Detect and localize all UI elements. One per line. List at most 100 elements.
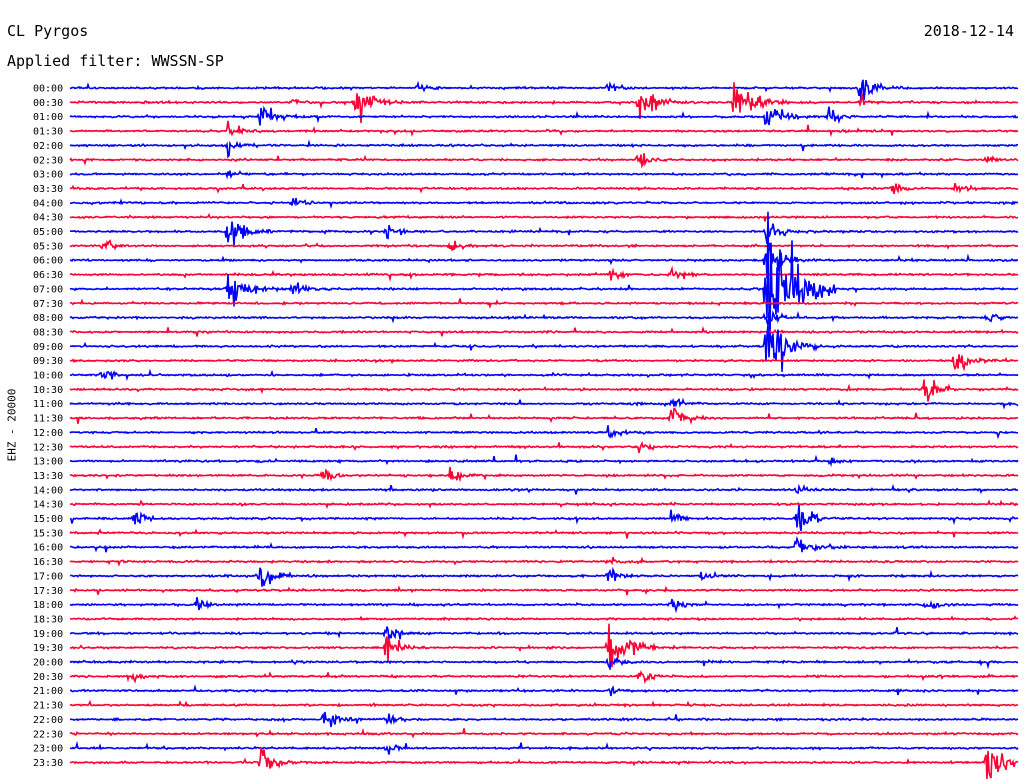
tick-label-1100: 11:00 [33, 399, 63, 410]
trace-1300 [69, 454, 1019, 468]
tick-label-0030: 00:30 [33, 98, 63, 109]
tick-label-2330: 23:30 [33, 758, 63, 769]
tick-label-0100: 01:00 [33, 112, 63, 123]
trace-1630 [69, 556, 1019, 567]
date-label: 2018-12-14 [923, 22, 1014, 40]
trace-1030 [69, 379, 1019, 402]
trace-0200 [69, 139, 1019, 159]
tick-label-1530: 15:30 [33, 528, 63, 539]
tick-label-0230: 02:30 [33, 155, 63, 166]
trace-2300 [69, 740, 1019, 755]
tick-label-0330: 03:30 [33, 184, 63, 195]
trace-1900 [70, 626, 1019, 640]
filter-label: Applied filter: [7, 52, 143, 70]
trace-2330 [69, 746, 1019, 780]
tick-label-0900: 09:00 [33, 342, 63, 353]
trace-1430 [69, 499, 1019, 509]
trace-1730 [69, 585, 1019, 596]
tick-label-0600: 06:00 [33, 256, 63, 267]
trace-1230 [69, 441, 1019, 454]
tick-label-1030: 10:30 [33, 385, 63, 396]
tick-label-2300: 23:00 [33, 744, 63, 755]
trace-1330 [69, 466, 1019, 483]
trace-0830 [69, 325, 1019, 337]
tick-label-0300: 03:00 [33, 170, 63, 181]
trace-0630 [69, 265, 1019, 282]
trace-2000 [69, 657, 1019, 670]
tick-label-1930: 19:30 [33, 643, 63, 654]
trace-0430 [69, 212, 1019, 222]
trace-1700 [69, 566, 1019, 587]
trace-1500 [69, 505, 1019, 532]
channel-label: EHZ - 20000 [5, 388, 19, 462]
tick-label-2100: 21:00 [33, 686, 63, 697]
tick-label-1430: 14:30 [33, 500, 63, 511]
trace-1400 [69, 483, 1019, 495]
tick-label-1900: 19:00 [33, 629, 63, 640]
trace-0700 [69, 211, 1019, 344]
tick-label-1600: 16:00 [33, 543, 63, 554]
trace-1930 [69, 623, 1019, 670]
tick-label-0630: 06:30 [33, 270, 63, 281]
tick-label-1230: 12:30 [33, 442, 63, 453]
trace-2230 [69, 727, 1019, 739]
tick-label-0730: 07:30 [33, 299, 63, 310]
trace-2130 [69, 699, 1019, 708]
trace-1130 [69, 407, 1019, 426]
trace-0030 [69, 82, 1019, 124]
tick-label-1130: 11:30 [33, 414, 63, 425]
tick-label-0830: 08:30 [33, 327, 63, 338]
tick-label-0500: 05:00 [33, 227, 63, 238]
trace-2200 [69, 711, 1019, 728]
hour-tick-labels: 00:00 00:30 01:00 01:30 02:00 02:30 03:00 03:30… [33, 84, 63, 769]
trace-1000 [69, 368, 1019, 381]
trace-1830 [69, 615, 1019, 622]
trace-1530 [69, 528, 1019, 540]
tick-label-1700: 17:00 [33, 571, 63, 582]
tick-label-1330: 13:30 [33, 471, 63, 482]
trace-0800 [69, 310, 1019, 326]
trace-0500 [69, 221, 1019, 246]
tick-label-1200: 12:00 [33, 428, 63, 439]
tick-label-0200: 02:00 [33, 141, 63, 152]
tick-label-2000: 20:00 [33, 658, 63, 669]
trace-0230 [69, 153, 1019, 169]
tick-label-0930: 09:30 [33, 356, 63, 367]
trace-0600 [69, 242, 1019, 279]
trace-0400 [69, 197, 1019, 210]
trace-1800 [69, 597, 1019, 614]
tick-label-2230: 22:30 [33, 729, 63, 740]
trace-0100 [69, 105, 1019, 126]
trace-0300 [69, 170, 1019, 180]
trace-0730 [69, 298, 1019, 309]
tick-label-2030: 20:30 [33, 672, 63, 683]
tick-label-1500: 15:00 [33, 514, 63, 525]
tick-label-2200: 22:00 [33, 715, 63, 726]
trace-0330 [69, 183, 1019, 195]
trace-0000 [69, 79, 1019, 102]
tick-label-0400: 04:00 [33, 198, 63, 209]
filter-line: Applied filter: WWSSN-SP [7, 52, 224, 70]
trace-0900 [69, 325, 1019, 372]
trace-2100 [69, 684, 1019, 697]
station-title: CL Pyrgos [7, 22, 89, 40]
tick-label-0130: 01:30 [33, 127, 63, 138]
tick-label-1300: 13:00 [33, 457, 63, 468]
trace-1100 [69, 397, 1019, 410]
trace-0930 [69, 354, 1019, 372]
tick-label-0700: 07:00 [33, 284, 63, 295]
tick-label-1630: 16:30 [33, 557, 63, 568]
seismic-traces [69, 79, 1019, 780]
trace-2030 [69, 670, 1019, 685]
tick-label-1730: 17:30 [33, 586, 63, 597]
tick-label-1000: 10:00 [33, 371, 63, 382]
tick-label-0000: 00:00 [33, 84, 63, 95]
trace-0130 [69, 120, 1019, 138]
tick-label-1400: 14:00 [33, 485, 63, 496]
filter-value: WWSSN-SP [151, 52, 224, 70]
tick-label-1830: 18:30 [33, 614, 63, 625]
trace-1200 [69, 425, 1019, 440]
trace-0530 [69, 239, 1018, 251]
tick-label-1800: 18:00 [33, 600, 63, 611]
